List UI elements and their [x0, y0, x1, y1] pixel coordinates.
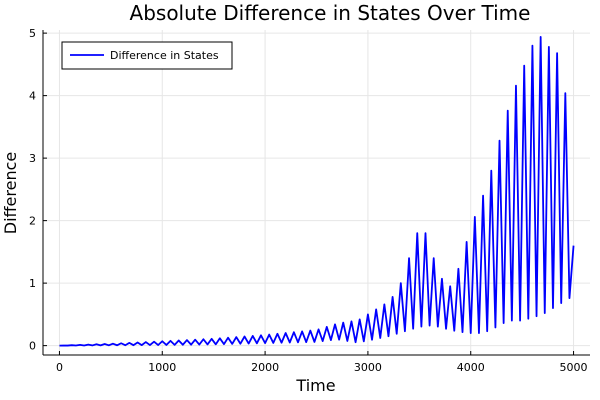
- x-tick-label: 3000: [354, 361, 382, 374]
- legend: Difference in States: [61, 41, 233, 70]
- x-axis-label: Time: [295, 376, 335, 395]
- y-tick-label: 1: [29, 277, 36, 290]
- y-tick-label: 3: [29, 152, 36, 165]
- y-tick-label: 2: [29, 215, 36, 228]
- y-tick-label: 5: [29, 27, 36, 40]
- y-tick-label: 0: [29, 340, 36, 353]
- x-tick-label: 4000: [457, 361, 485, 374]
- x-tick-label: 5000: [560, 361, 588, 374]
- axes: [42, 30, 590, 356]
- plot-area: [59, 35, 575, 347]
- y-axis-label: Difference: [1, 152, 20, 234]
- x-tick-label: 1000: [148, 361, 176, 374]
- y-ticks: 0 1 2 3 4 5: [29, 27, 47, 353]
- series-line-difference-in-states: [59, 35, 575, 347]
- x-tick-label: 2000: [251, 361, 279, 374]
- chart-title: Absolute Difference in States Over Time: [130, 1, 531, 25]
- legend-label-difference-in-states: Difference in States: [110, 49, 219, 62]
- x-ticks: 0 1000 2000 3000 4000 5000: [56, 351, 588, 374]
- y-tick-label: 4: [29, 90, 36, 103]
- x-tick-label: 0: [56, 361, 63, 374]
